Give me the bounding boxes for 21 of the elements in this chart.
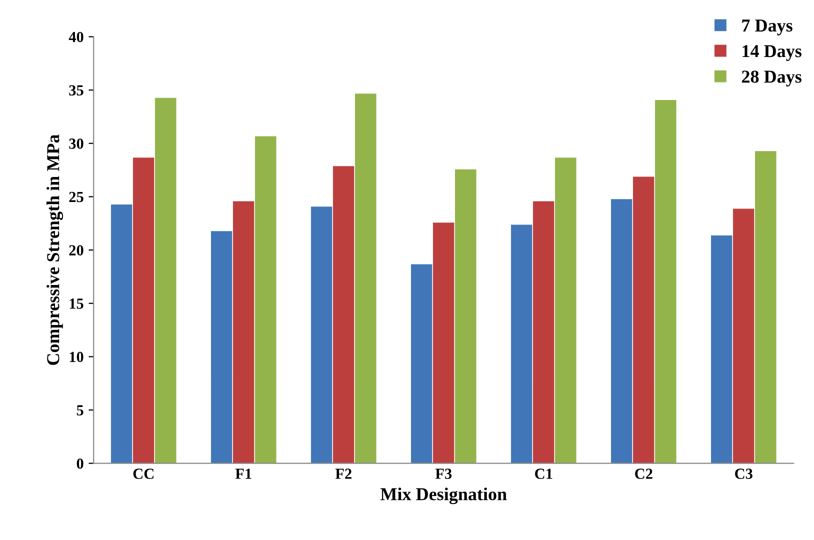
x-tick-label: F2 bbox=[335, 468, 352, 479]
y-tick-label: 5 bbox=[76, 405, 84, 416]
x-axis-title: Mix Designation bbox=[380, 488, 507, 504]
y-tick-label: 15 bbox=[70, 298, 84, 309]
x-tick-label: CC bbox=[133, 468, 154, 479]
y-tick-label: 35 bbox=[69, 85, 84, 96]
x-tick-label: C2 bbox=[635, 468, 652, 479]
x-tick-label: F1 bbox=[235, 468, 252, 479]
x-tick-label: C1 bbox=[535, 468, 552, 479]
x-tick-label: F3 bbox=[435, 468, 452, 479]
y-tick-label: 10 bbox=[70, 352, 84, 362]
y-axis-title: Compressive Strength in MPa bbox=[46, 134, 64, 365]
y-tick-label: 40 bbox=[68, 32, 84, 42]
y-tick-label: 0 bbox=[76, 458, 84, 469]
y-tick-label: 20 bbox=[69, 245, 84, 256]
legend-label: 7 Days bbox=[742, 20, 792, 36]
y-tick-label: 30 bbox=[69, 138, 84, 149]
legend-label: 28 Days bbox=[742, 70, 802, 86]
y-tick-label: 25 bbox=[69, 192, 84, 202]
legend-label: 14 Days bbox=[742, 45, 802, 61]
x-tick-label: C3 bbox=[735, 468, 752, 479]
